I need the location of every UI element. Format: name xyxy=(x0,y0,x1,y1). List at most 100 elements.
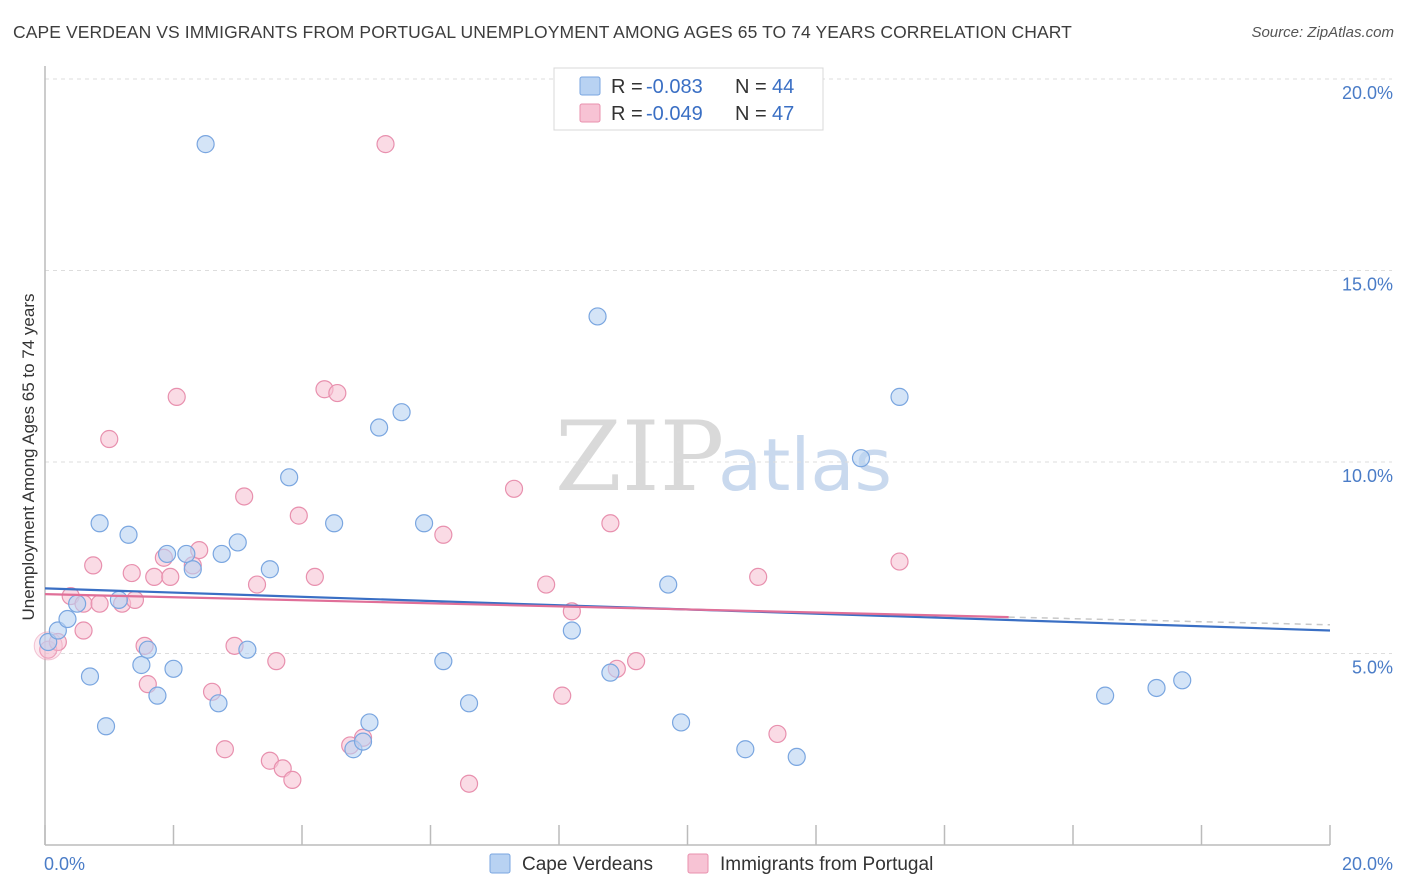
watermark-zip: ZIP xyxy=(555,401,724,513)
point-cape-verdeans-15 xyxy=(183,560,202,579)
point-cape-verdeans-23 xyxy=(325,514,344,533)
point-cape-verdeans-4 xyxy=(80,667,100,686)
point-cape-verdeans-39 xyxy=(851,449,871,468)
point-cape-verdeans-19 xyxy=(228,533,247,552)
bottom-legend-label-cape-verdeans: Cape Verdeans xyxy=(522,854,653,875)
y-tick-label-1: 10.0% xyxy=(1342,466,1393,486)
point-immigrants-from-portugal-39 xyxy=(553,686,572,705)
legend-r-value-1: -0.083 xyxy=(646,76,703,98)
point-immigrants-from-portugal-6 xyxy=(90,594,109,613)
point-immigrants-from-portugal-5 xyxy=(84,556,103,575)
point-cape-verdeans-13 xyxy=(164,659,183,678)
legend-n-label-2: N = xyxy=(735,103,767,125)
legend-swatch-cape-verdeans xyxy=(579,76,601,96)
point-immigrants-from-portugal-46 xyxy=(890,552,909,571)
point-immigrants-from-portugal-25 xyxy=(267,652,286,671)
point-cape-verdeans-38 xyxy=(787,747,806,767)
point-immigrants-from-portugal-37 xyxy=(504,479,524,498)
point-immigrants-from-portugal-9 xyxy=(122,563,141,583)
axes xyxy=(44,66,1331,846)
point-cape-verdeans-25 xyxy=(353,732,373,751)
point-immigrants-from-portugal-29 xyxy=(305,567,324,587)
point-cape-verdeans-10 xyxy=(138,640,157,659)
point-cape-verdeans-36 xyxy=(671,713,691,732)
point-cape-verdeans-26 xyxy=(360,713,379,732)
y-tick-label-0: 5.0% xyxy=(1352,658,1393,678)
point-immigrants-from-portugal-43 xyxy=(626,652,646,671)
point-cape-verdeans-6 xyxy=(96,717,116,736)
point-immigrants-from-portugal-44 xyxy=(749,567,768,587)
point-cape-verdeans-41 xyxy=(1096,686,1115,705)
watermark: ZIP atlas xyxy=(555,401,892,513)
point-cape-verdeans-21 xyxy=(260,560,279,579)
bottom-legend-swatch-immigrants-from-portugal xyxy=(687,853,709,874)
point-cape-verdeans-16 xyxy=(196,135,215,154)
point-cape-verdeans-29 xyxy=(414,514,434,533)
point-immigrants-from-portugal-4 xyxy=(74,621,93,640)
point-immigrants-from-portugal-10 xyxy=(125,590,145,609)
point-cape-verdeans-14 xyxy=(177,544,196,564)
point-cape-verdeans-34 xyxy=(601,663,620,682)
point-immigrants-from-portugal-20 xyxy=(215,740,234,759)
point-cape-verdeans-31 xyxy=(459,694,479,713)
point-immigrants-from-portugal-23 xyxy=(247,575,267,594)
x-tick-labels: 0.0% 20.0% xyxy=(44,854,1393,874)
point-immigrants-from-portugal-13 xyxy=(145,567,164,587)
chart-source: Source: ZipAtlas.com xyxy=(1251,24,1394,41)
bottom-legend-swatch-cape-verdeans xyxy=(489,853,511,874)
legend-swatch-immigrants-from-portugal xyxy=(579,103,601,123)
point-cape-verdeans-22 xyxy=(280,468,299,487)
y-tick-label-2: 15.0% xyxy=(1342,275,1393,295)
x-tick-label-1: 20.0% xyxy=(1342,854,1393,874)
y-tick-labels: 5.0% 10.0% 15.0% 20.0% xyxy=(1342,83,1393,678)
point-cape-verdeans-42 xyxy=(1147,678,1166,698)
point-immigrants-from-portugal-45 xyxy=(768,724,787,744)
chart-title: CAPE VERDEAN VS IMMIGRANTS FROM PORTUGAL… xyxy=(13,22,1072,42)
point-cape-verdeans-40 xyxy=(890,387,909,406)
point-cape-verdeans-28 xyxy=(392,403,411,422)
point-cape-verdeans-11 xyxy=(148,686,167,705)
legend-r-label-1: R = xyxy=(611,76,643,98)
point-immigrants-from-portugal-28 xyxy=(289,506,308,525)
point-immigrants-from-portugal-34 xyxy=(376,135,395,154)
point-cape-verdeans-8 xyxy=(119,525,138,544)
point-cape-verdeans-3 xyxy=(68,594,87,613)
x-tick-label-0: 0.0% xyxy=(44,854,85,874)
point-immigrants-from-portugal-22 xyxy=(235,487,254,506)
legend-r-value-2: -0.049 xyxy=(646,103,703,125)
grid-lines xyxy=(45,78,1392,654)
legend-r-label-2: R = xyxy=(611,103,643,125)
point-cape-verdeans-7 xyxy=(109,590,128,609)
point-immigrants-from-portugal-7 xyxy=(100,429,119,449)
trend-line-immigrants-from-portugal xyxy=(44,593,1009,619)
y-tick-label-3: 20.0% xyxy=(1342,83,1393,103)
bottom-legend-label-immigrants-from-portugal: Immigrants from Portugal xyxy=(720,854,933,875)
point-cape-verdeans-20 xyxy=(238,640,257,659)
legend-n-value-2: 47 xyxy=(772,103,794,125)
point-cape-verdeans-12 xyxy=(157,544,177,564)
point-immigrants-from-portugal-41 xyxy=(601,514,620,533)
point-immigrants-from-portugal-15 xyxy=(161,567,180,587)
series-legend: Cape Verdeans Immigrants from Portugal xyxy=(489,853,933,875)
point-immigrants-from-portugal-31 xyxy=(328,383,347,403)
point-immigrants-from-portugal-38 xyxy=(537,575,556,594)
correlation-legend: R = -0.083 N = 44 R = -0.049 N = 47 xyxy=(553,67,824,131)
point-cape-verdeans-9 xyxy=(132,655,151,675)
legend-n-label-1: N = xyxy=(735,76,767,98)
point-cape-verdeans-2 xyxy=(58,609,77,629)
point-cape-verdeans-43 xyxy=(1173,671,1192,690)
trend-line-extension-immigrants-from-portugal xyxy=(1008,616,1331,626)
point-cape-verdeans-5 xyxy=(90,514,109,533)
point-immigrants-from-portugal-36 xyxy=(459,774,479,793)
point-immigrants-from-portugal-27 xyxy=(283,770,302,789)
point-cape-verdeans-30 xyxy=(434,652,453,671)
trend-lines xyxy=(44,587,1331,632)
point-cape-verdeans-18 xyxy=(212,544,231,564)
point-cape-verdeans-27 xyxy=(370,418,389,437)
point-cape-verdeans-17 xyxy=(209,694,228,713)
legend-n-value-1: 44 xyxy=(772,76,794,98)
point-immigrants-from-portugal-16 xyxy=(167,387,186,406)
series-cape-verdeans-points xyxy=(39,135,1192,767)
point-immigrants-from-portugal-35 xyxy=(434,525,453,544)
